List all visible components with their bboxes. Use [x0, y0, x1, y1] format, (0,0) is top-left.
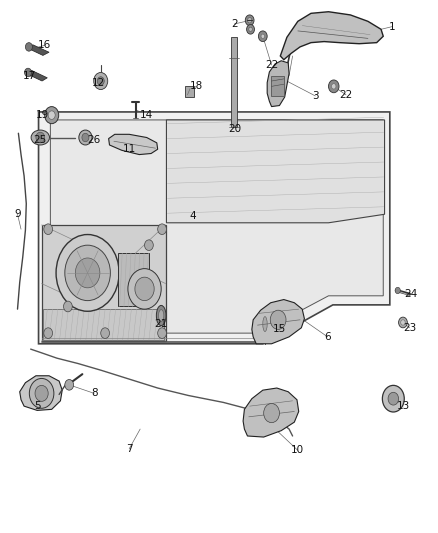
Circle shape: [258, 31, 267, 42]
Polygon shape: [109, 134, 158, 155]
Polygon shape: [42, 225, 166, 341]
Text: 6: 6: [324, 332, 331, 342]
Circle shape: [29, 378, 54, 408]
Bar: [231, 37, 237, 127]
Circle shape: [382, 385, 404, 412]
Circle shape: [25, 43, 32, 51]
Text: 11: 11: [123, 144, 136, 154]
Polygon shape: [43, 309, 164, 340]
Polygon shape: [252, 300, 304, 344]
Text: 15: 15: [273, 325, 286, 334]
Ellipse shape: [159, 310, 164, 321]
Circle shape: [158, 224, 166, 235]
Ellipse shape: [79, 130, 92, 145]
Circle shape: [48, 111, 55, 119]
Polygon shape: [267, 61, 289, 107]
Text: 12: 12: [92, 78, 105, 87]
Text: 13: 13: [396, 401, 410, 411]
Circle shape: [65, 245, 110, 301]
Text: 5: 5: [34, 401, 41, 411]
Ellipse shape: [156, 305, 166, 326]
Polygon shape: [26, 70, 47, 81]
Circle shape: [332, 84, 336, 89]
Circle shape: [128, 269, 161, 309]
Text: 18: 18: [190, 82, 203, 91]
Ellipse shape: [263, 317, 267, 332]
Circle shape: [44, 224, 53, 235]
Circle shape: [328, 80, 339, 93]
Text: 24: 24: [404, 289, 417, 299]
Circle shape: [249, 27, 252, 31]
Circle shape: [75, 258, 100, 288]
Circle shape: [395, 287, 400, 294]
Circle shape: [401, 320, 405, 325]
Polygon shape: [280, 12, 383, 60]
Circle shape: [45, 107, 59, 124]
Polygon shape: [39, 112, 390, 344]
Text: 14: 14: [140, 110, 153, 119]
Text: 9: 9: [14, 209, 21, 219]
Circle shape: [158, 328, 166, 338]
Circle shape: [270, 310, 286, 329]
Text: 20: 20: [228, 124, 241, 134]
Bar: [118, 253, 149, 306]
Circle shape: [56, 235, 119, 311]
Bar: [185, 86, 194, 97]
Polygon shape: [20, 376, 62, 410]
Polygon shape: [243, 388, 299, 437]
Bar: [271, 76, 284, 96]
Text: 19: 19: [36, 110, 49, 119]
Text: 1: 1: [389, 22, 396, 31]
Text: 21: 21: [155, 319, 168, 329]
Text: 25: 25: [34, 135, 47, 144]
Text: 4: 4: [189, 211, 196, 221]
Circle shape: [247, 18, 252, 23]
Text: 22: 22: [339, 90, 353, 100]
Text: 2: 2: [231, 19, 238, 29]
Circle shape: [35, 385, 48, 401]
Polygon shape: [27, 45, 49, 55]
Circle shape: [64, 301, 72, 312]
Text: 3: 3: [312, 91, 319, 101]
Text: 26: 26: [88, 135, 101, 144]
Text: 10: 10: [291, 446, 304, 455]
Text: 7: 7: [126, 444, 133, 454]
Text: 8: 8: [91, 389, 98, 398]
Circle shape: [82, 133, 89, 142]
Circle shape: [36, 132, 45, 143]
Text: 16: 16: [38, 41, 51, 50]
Circle shape: [97, 77, 104, 85]
Circle shape: [135, 277, 154, 301]
Text: 22: 22: [265, 60, 278, 70]
Circle shape: [94, 72, 108, 90]
Polygon shape: [50, 120, 383, 333]
Circle shape: [245, 15, 254, 26]
Text: 17: 17: [23, 71, 36, 80]
Circle shape: [261, 34, 265, 38]
Circle shape: [247, 25, 254, 34]
Circle shape: [44, 328, 53, 338]
Text: 23: 23: [403, 323, 416, 333]
Ellipse shape: [259, 311, 271, 337]
Circle shape: [65, 379, 74, 390]
Polygon shape: [166, 120, 385, 223]
Circle shape: [25, 68, 32, 77]
Ellipse shape: [31, 130, 49, 145]
Circle shape: [145, 240, 153, 251]
Circle shape: [101, 328, 110, 338]
Circle shape: [399, 317, 407, 328]
Circle shape: [388, 392, 399, 405]
Circle shape: [264, 403, 279, 423]
